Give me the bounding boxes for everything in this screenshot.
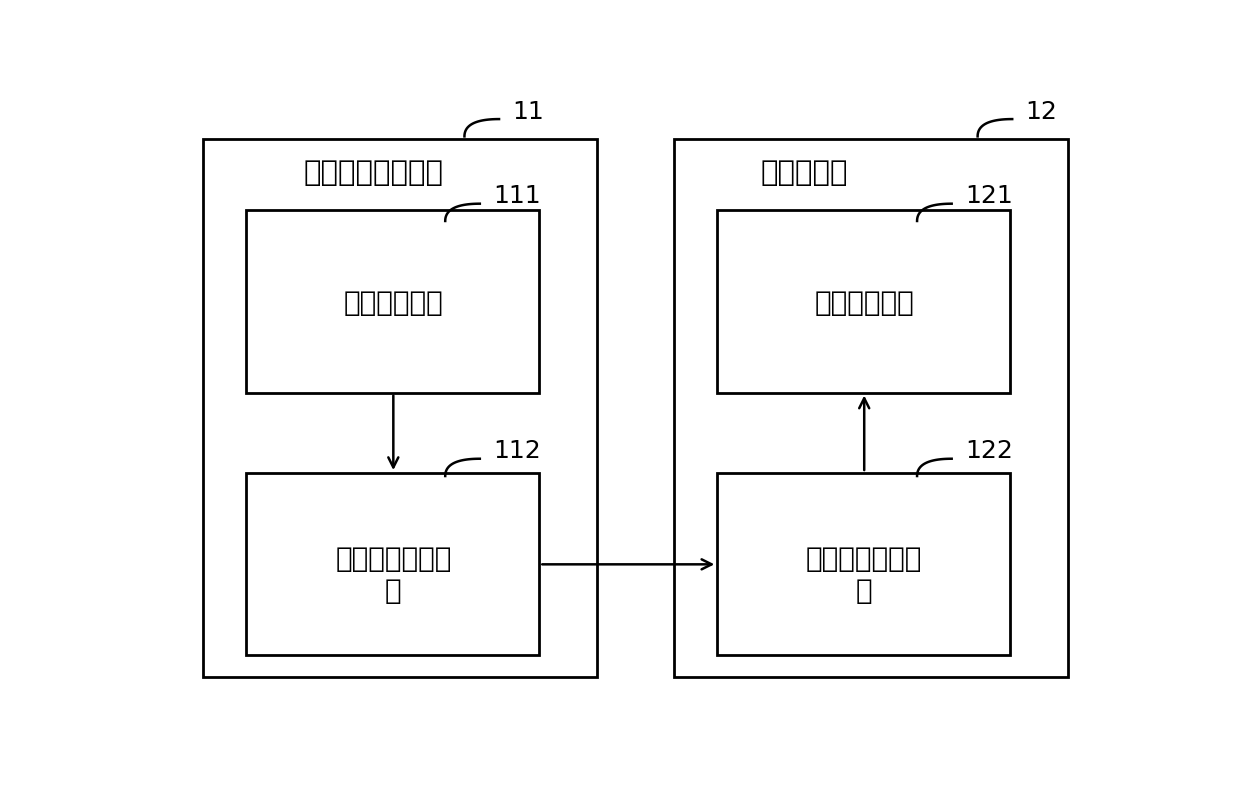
Text: 11: 11 — [512, 99, 544, 124]
Bar — [675, 140, 1068, 677]
Text: 车辆换电控制系统: 车辆换电控制系统 — [304, 160, 444, 188]
Text: 122: 122 — [965, 439, 1013, 464]
Text: 111: 111 — [494, 184, 541, 209]
Bar — [247, 210, 539, 393]
Text: 12: 12 — [1025, 99, 1058, 124]
Text: 电池控制模块: 电池控制模块 — [815, 289, 914, 317]
Text: 电池箱系统: 电池箱系统 — [760, 160, 848, 188]
Text: 换电控制模块: 换电控制模块 — [343, 289, 443, 317]
Text: 第一数据传输模
块: 第一数据传输模 块 — [335, 545, 451, 605]
Bar — [203, 140, 596, 677]
Bar — [717, 210, 1011, 393]
Text: 112: 112 — [494, 439, 541, 464]
Bar — [247, 473, 539, 655]
Text: 121: 121 — [965, 184, 1013, 209]
Bar — [717, 473, 1011, 655]
Text: 第二数据传输模
块: 第二数据传输模 块 — [806, 545, 923, 605]
